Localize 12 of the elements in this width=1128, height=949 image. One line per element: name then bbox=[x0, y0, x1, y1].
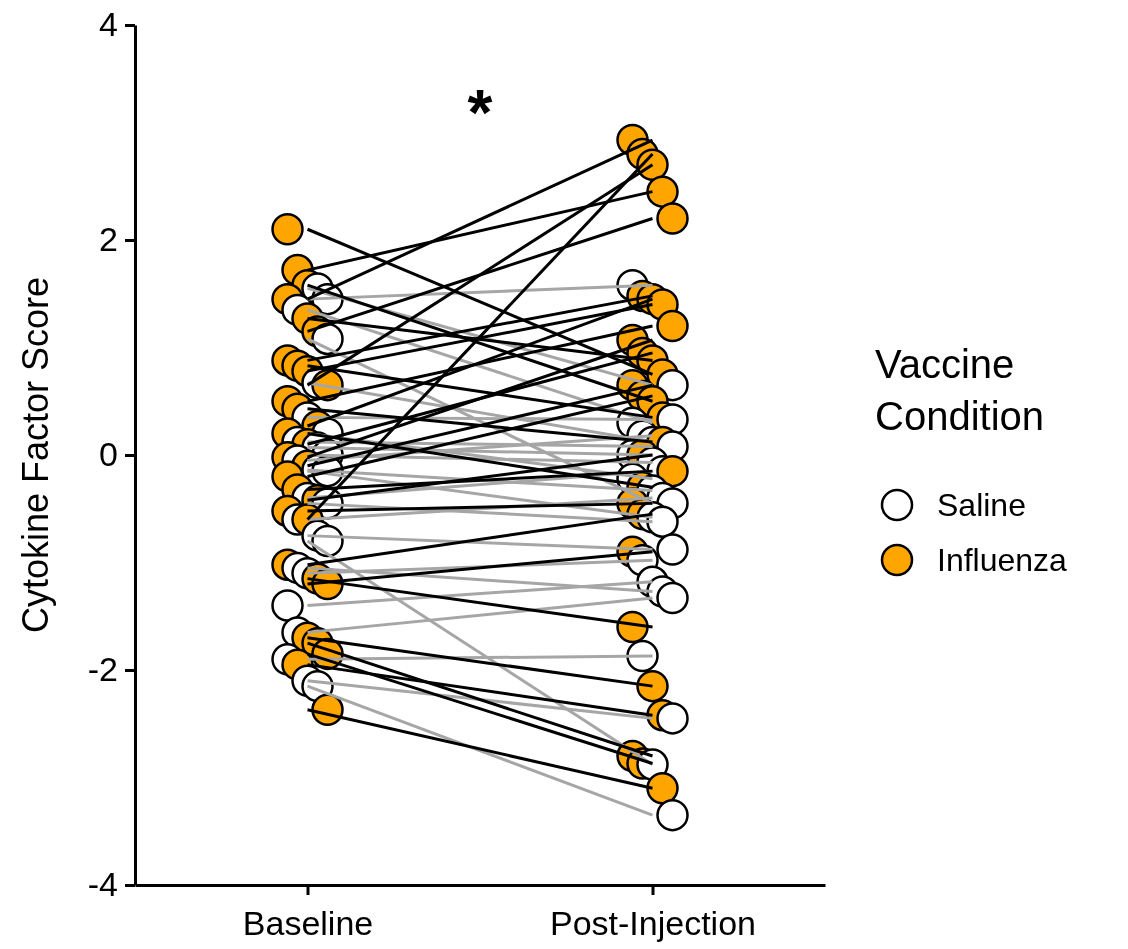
legend-label: Saline bbox=[937, 487, 1026, 524]
legend-label: Influenza bbox=[937, 542, 1068, 579]
annotation: * bbox=[467, 77, 493, 149]
x-tick-label: Baseline bbox=[242, 904, 374, 943]
y-tick-label: -2 bbox=[87, 650, 118, 689]
x-tick-label: Post-Injection bbox=[550, 904, 756, 943]
y-axis-title: Cytokine Factor Score bbox=[15, 276, 56, 634]
y-tick-label: 4 bbox=[99, 5, 118, 44]
legend-title: Vaccine Condition bbox=[875, 342, 1045, 438]
y-tick-label: -4 bbox=[87, 865, 118, 904]
y-tick-label: 2 bbox=[99, 220, 118, 259]
y-tick-label: 0 bbox=[99, 435, 118, 474]
